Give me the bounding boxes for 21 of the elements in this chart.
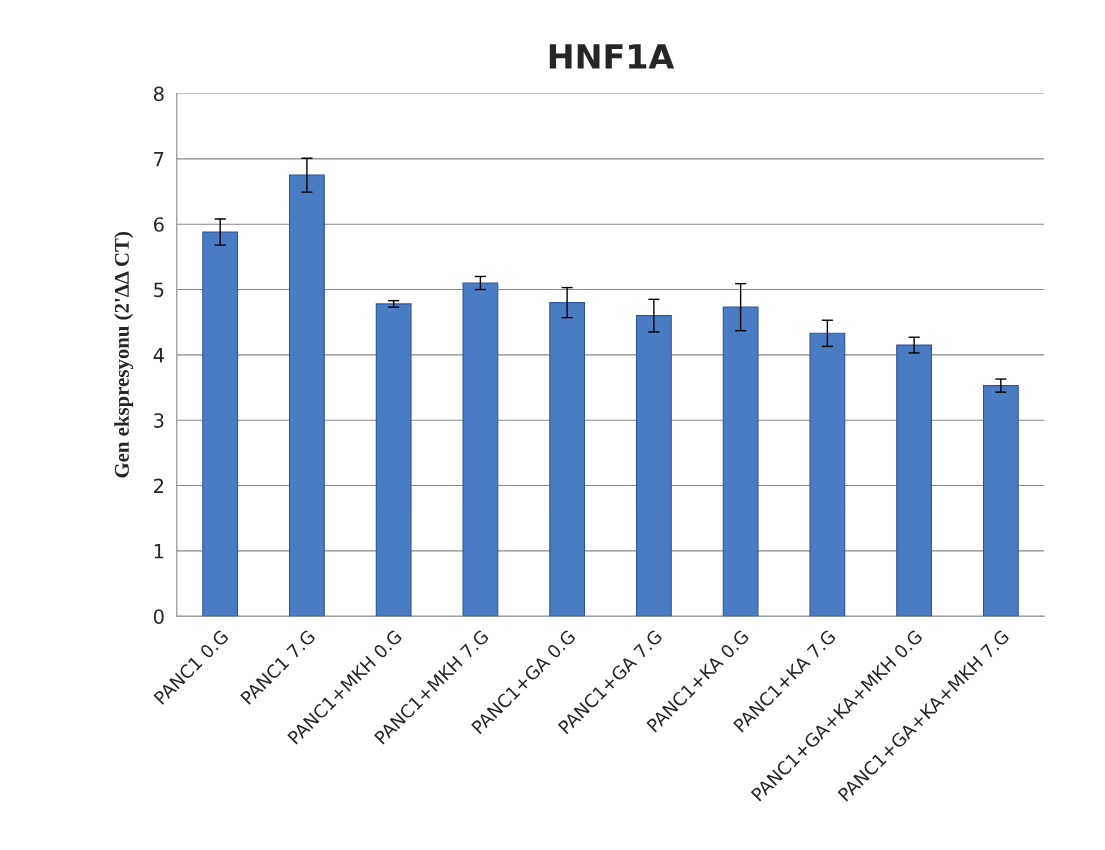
y-tick-label: 4	[153, 348, 164, 363]
chart-title: HNF1A	[549, 44, 675, 69]
y-tick-label: 1	[154, 544, 164, 559]
y-tick-label: 6	[153, 217, 164, 232]
y-tick-label: 8	[153, 86, 164, 102]
bar	[462, 282, 499, 617]
bar	[375, 303, 412, 617]
bar	[549, 302, 586, 617]
bar	[635, 315, 672, 617]
bar	[982, 385, 1019, 617]
y-tick-label: 2	[154, 478, 164, 493]
bar	[896, 344, 933, 617]
y-tick-label: 7	[154, 152, 164, 167]
bar	[722, 306, 759, 617]
y-tick-label: 5	[154, 282, 164, 298]
y-tick-label: 0	[153, 609, 164, 624]
bar	[202, 231, 239, 617]
y-tick-label: 3	[154, 413, 164, 428]
bar	[809, 332, 846, 617]
y-axis-title: Gen ekspresyonu (2'ΔΔ CT)	[114, 232, 134, 478]
bar	[289, 174, 325, 617]
